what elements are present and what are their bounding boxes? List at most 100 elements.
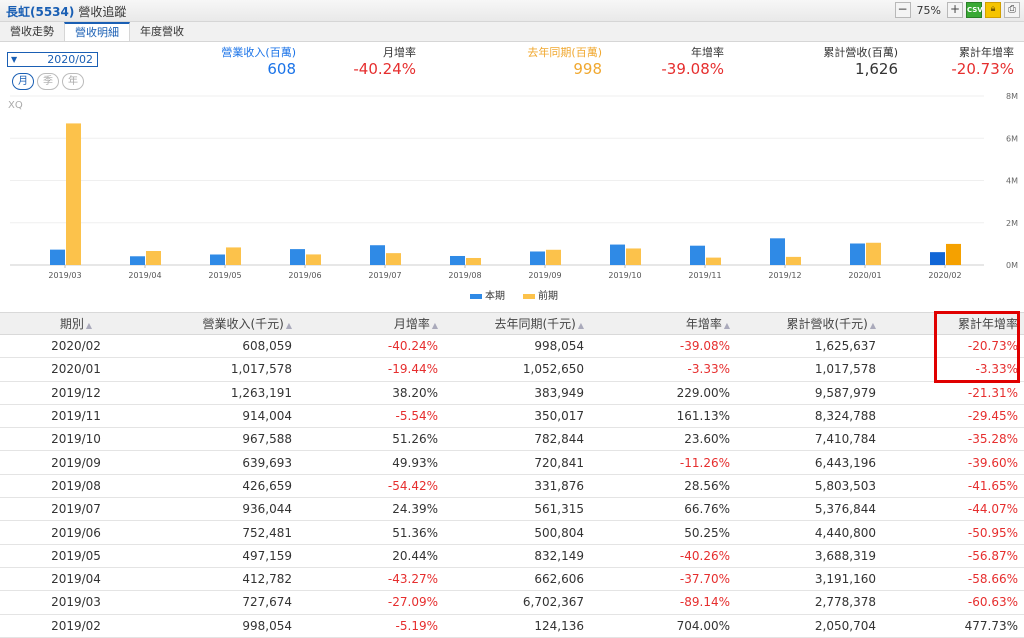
col-prev-year-cell: 662,606: [444, 567, 590, 592]
freq-quarter-button[interactable]: 季: [37, 73, 59, 90]
sort-icon[interactable]: ▲: [577, 321, 584, 330]
table-row[interactable]: 2019/12 1,263,191 38.20% 383,949 229.00% 9,58…: [0, 381, 1024, 405]
bar-previous[interactable]: [786, 256, 801, 265]
bar-previous[interactable]: [866, 242, 881, 265]
col-period-cell: 2019/08: [0, 474, 152, 499]
bar-current[interactable]: [850, 243, 865, 265]
col-prev-year-cell: 500,804: [444, 520, 590, 545]
table-row[interactable]: 2019/07 936,044 24.39% 561,315 66.76% 5,376,8…: [0, 497, 1024, 522]
col-cumulative-yoy-cell: -39.60%: [882, 450, 1024, 475]
x-tick-label: 2019/05: [208, 271, 241, 280]
bar-current[interactable]: [290, 249, 305, 265]
bar-previous[interactable]: [706, 257, 721, 265]
bar-previous[interactable]: [546, 249, 561, 265]
stat-revenue: 營業收入(百萬) 608: [221, 44, 296, 78]
col-revenue-cell: 426,659: [152, 474, 298, 499]
x-tick-label: 2019/03: [48, 271, 81, 280]
stat-label: 累計營收(百萬): [823, 46, 898, 59]
table-row[interactable]: 2019/05 497,159 20.44% 832,149 -40.26% 3,688,…: [0, 544, 1024, 568]
bar-previous[interactable]: [946, 243, 961, 265]
table-row[interactable]: 2019/06 752,481 51.36% 500,804 50.25% 4,440,8…: [0, 520, 1024, 545]
bar-previous[interactable]: [306, 254, 321, 265]
bar-current[interactable]: [50, 249, 65, 265]
table-row[interactable]: 2020/01 1,017,578 -19.44% 1,052,650 -3.33% 1,…: [0, 357, 1024, 382]
bar-current[interactable]: [610, 244, 625, 265]
col-prev-year-header[interactable]: 去年同期(千元) ▲: [444, 312, 590, 335]
sort-icon[interactable]: ▲: [723, 321, 730, 330]
bar-current[interactable]: [530, 251, 545, 265]
x-tick-label: 2019/06: [288, 271, 321, 280]
zoom-out-button[interactable]: −: [894, 2, 911, 18]
col-mom-header[interactable]: 月增率 ▲: [298, 312, 444, 335]
table-row[interactable]: 2019/04 412,782 -43.27% 662,606 -37.70% 3,191…: [0, 567, 1024, 592]
stat-value: 608: [267, 60, 296, 78]
bar-previous[interactable]: [626, 248, 641, 265]
watermark-text: XQ: [8, 100, 23, 111]
tab-revenue-detail[interactable]: 營收明細: [64, 22, 130, 41]
bar-current[interactable]: [130, 256, 145, 265]
col-yoy-cell: 23.60%: [590, 427, 736, 452]
stat-value: -39.08%: [661, 60, 724, 78]
bar-previous[interactable]: [386, 253, 401, 265]
col-cumulative-header[interactable]: 累計營收(千元) ▲: [736, 312, 882, 335]
tab-annual-revenue[interactable]: 年度營收: [140, 25, 184, 38]
tab-revenue-trend[interactable]: 營收走勢: [10, 25, 54, 38]
col-period-cell: 2019/05: [0, 544, 152, 568]
header-label: 累計營收(千元): [786, 317, 868, 331]
col-period-cell: 2019/03: [0, 590, 152, 615]
table-row[interactable]: 2019/09 639,693 49.93% 720,841 -11.26% 6,443,…: [0, 450, 1024, 475]
bar-previous[interactable]: [466, 257, 481, 265]
col-cumulative-cell: 9,587,979: [736, 381, 882, 405]
col-cumulative-cell: 3,191,160: [736, 567, 882, 592]
col-cumulative-yoy-cell: -58.66%: [882, 567, 1024, 592]
bar-current[interactable]: [210, 254, 225, 265]
bar-current[interactable]: [370, 245, 385, 265]
lock-icon[interactable]: 🔒︎: [985, 2, 1001, 18]
col-yoy-header[interactable]: 年增率 ▲: [590, 312, 736, 335]
sort-icon[interactable]: ▲: [285, 321, 292, 330]
bar-current[interactable]: [770, 238, 785, 265]
col-yoy-cell: -37.70%: [590, 567, 736, 592]
col-prev-year-cell: 350,017: [444, 404, 590, 429]
sort-icon[interactable]: ▲: [869, 321, 876, 330]
title-bar: 長虹(5534) 營收追蹤 − 75% + CSV 🔒︎ ⎙: [0, 0, 1024, 22]
sort-icon[interactable]: ▲: [85, 321, 93, 330]
bar-previous[interactable]: [146, 251, 161, 265]
col-mom-cell: 38.20%: [298, 381, 444, 405]
col-revenue-cell: 639,693: [152, 450, 298, 475]
bar-current[interactable]: [690, 245, 705, 265]
col-revenue-header[interactable]: 營業收入(千元) ▲: [152, 312, 298, 335]
col-period-cell: 2019/06: [0, 520, 152, 545]
col-mom-cell: -43.27%: [298, 567, 444, 592]
col-period-cell: 2019/07: [0, 497, 152, 522]
table-row[interactable]: 2019/08 426,659 -54.42% 331,876 28.56% 5,803,…: [0, 474, 1024, 499]
table-row[interactable]: 2019/11 914,004 -5.54% 350,017 161.13% 8,324,…: [0, 404, 1024, 429]
bar-current[interactable]: [930, 252, 945, 265]
col-mom-cell: -5.54%: [298, 404, 444, 429]
bar-current[interactable]: [450, 255, 465, 265]
freq-year-button[interactable]: 年: [62, 73, 84, 90]
col-cumulative-cell: 8,324,788: [736, 404, 882, 429]
col-period-header[interactable]: 期別 ▲: [0, 312, 152, 335]
table-row[interactable]: 2020/02 608,059 -40.24% 998,054 -39.08% 1,625…: [0, 334, 1024, 359]
col-yoy-cell: -89.14%: [590, 590, 736, 615]
print-icon[interactable]: ⎙: [1004, 2, 1020, 18]
table-row[interactable]: 2019/03 727,674 -27.09% 6,702,367 -89.14% 2,7…: [0, 590, 1024, 615]
page-title: 營收追蹤: [78, 5, 127, 19]
col-cumulative-yoy-cell: 477.73%: [882, 614, 1024, 638]
stat-label: 月增率: [383, 46, 416, 59]
csv-export-button[interactable]: CSV: [966, 2, 983, 18]
period-dropdown[interactable]: ▼ 2020/02: [7, 52, 98, 67]
zoom-in-button[interactable]: +: [947, 2, 963, 18]
bar-previous[interactable]: [66, 123, 81, 265]
table-row[interactable]: 2019/02 998,054 -5.19% 124,136 704.00% 2,050,…: [0, 614, 1024, 638]
highlight-box: [934, 311, 1020, 383]
sort-icon[interactable]: ▲: [431, 321, 438, 330]
freq-month-button[interactable]: 月: [12, 73, 34, 90]
table-row[interactable]: 2019/10 967,588 51.26% 782,844 23.60% 7,410,7…: [0, 427, 1024, 452]
bar-previous[interactable]: [226, 247, 241, 265]
col-period-cell: 2019/09: [0, 450, 152, 475]
x-tick-label: 2019/10: [608, 271, 641, 280]
col-mom-cell: -27.09%: [298, 590, 444, 615]
col-cumulative-yoy-cell: -60.63%: [882, 590, 1024, 615]
